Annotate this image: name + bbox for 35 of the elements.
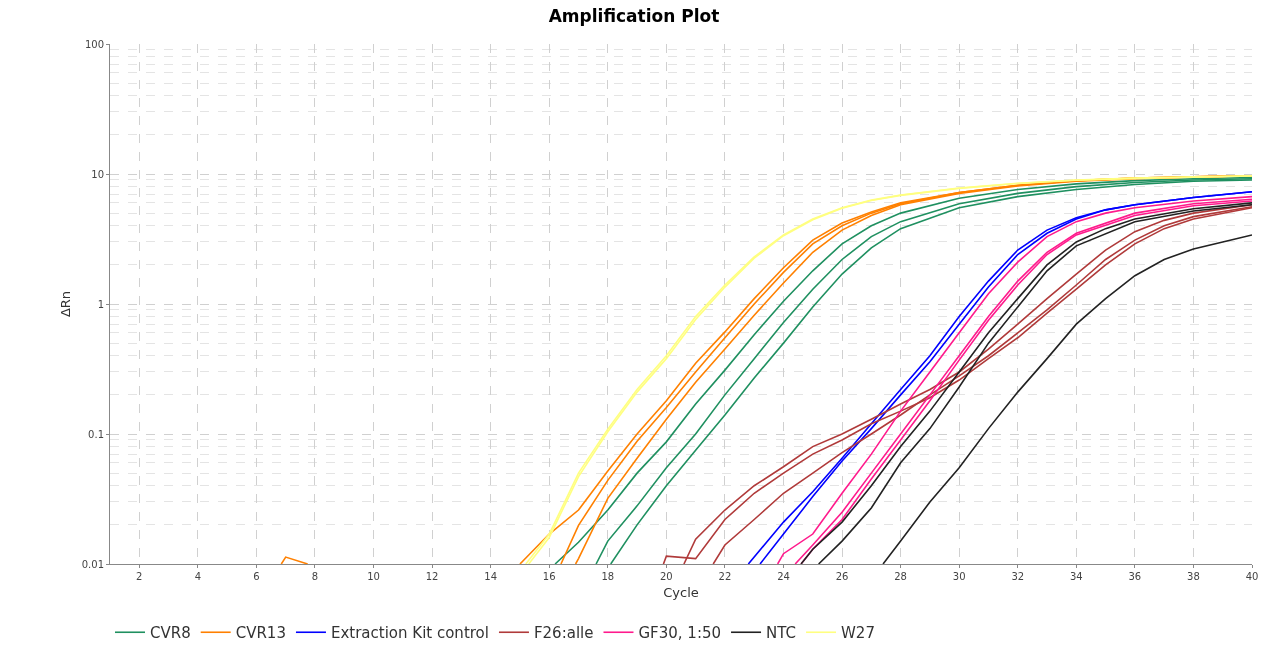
legend-label: CVR8 xyxy=(150,624,191,643)
x-tick-label: 4 xyxy=(194,571,202,582)
x-tick-label: 24 xyxy=(777,571,790,582)
x-tick-label: 18 xyxy=(601,571,615,582)
legend-label: F26:alle xyxy=(533,624,594,643)
x-axis-title: Cycle xyxy=(663,584,699,600)
x-tick-label: 36 xyxy=(1128,571,1142,582)
x-tick-label: 8 xyxy=(311,571,319,582)
y-tick-label: 100 xyxy=(84,38,104,50)
x-tick-label: 20 xyxy=(659,571,673,582)
y-axis-title: ΔRn xyxy=(57,290,73,318)
x-tick-label: 2 xyxy=(136,571,143,582)
legend-label: GF30, 1:50 xyxy=(638,624,722,643)
x-tick-label: 34 xyxy=(1069,571,1083,582)
chart-title: Amplification Plot xyxy=(548,5,720,26)
x-tick-label: 32 xyxy=(1011,571,1025,582)
x-tick-label: 40 xyxy=(1245,571,1259,582)
x-tick-label: 22 xyxy=(718,571,732,582)
x-tick-label: 30 xyxy=(952,571,966,582)
x-tick-label: 16 xyxy=(542,571,556,582)
y-tick-label: 0.01 xyxy=(81,558,104,570)
y-tick-label: 0.1 xyxy=(88,428,104,440)
legend-label: CVR13 xyxy=(235,624,286,643)
x-tick-label: 14 xyxy=(484,571,498,582)
x-tick-label: 6 xyxy=(253,571,260,582)
x-tick-label: 10 xyxy=(367,571,380,582)
y-tick-label: 10 xyxy=(91,168,104,180)
x-tick-label: 28 xyxy=(894,571,907,582)
legend-label: W27 xyxy=(841,624,875,643)
legend-label: NTC xyxy=(766,624,797,643)
y-tick-label: 1 xyxy=(97,298,104,310)
legend-label: Extraction Kit control xyxy=(330,624,489,643)
x-tick-label: 38 xyxy=(1187,571,1200,582)
x-tick-label: 12 xyxy=(425,571,439,582)
x-tick-label: 26 xyxy=(835,571,849,582)
